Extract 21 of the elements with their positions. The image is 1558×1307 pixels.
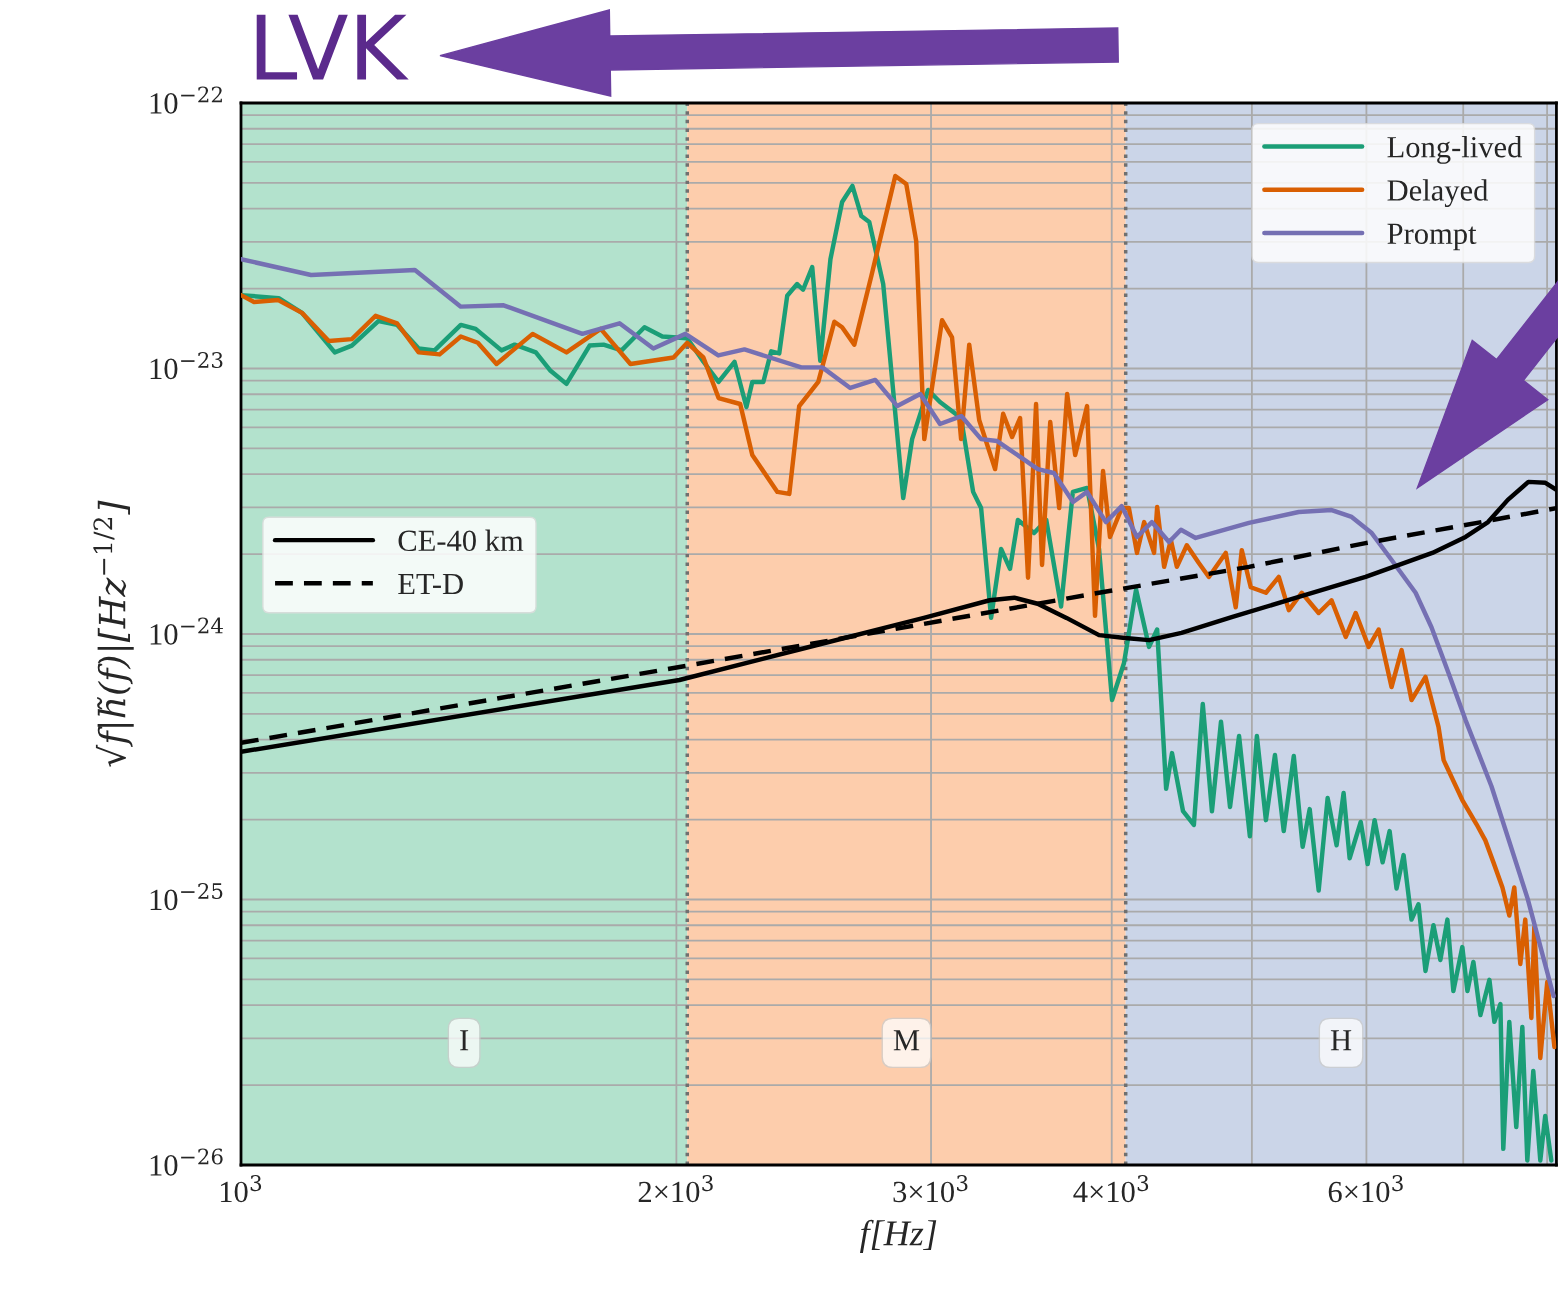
x-tick-label: 6×10$^{3}$ bbox=[1328, 1174, 1403, 1203]
y-tick-label: 10$^{−22}$ bbox=[150, 86, 222, 114]
legend-label: Delayed bbox=[1387, 179, 1489, 208]
y-axis-title: √f|h̃(f)|[Hz$^{−1/2}$] bbox=[93, 500, 134, 767]
legend-label: Prompt bbox=[1387, 223, 1477, 251]
x-tick-label: 4×10$^{3}$ bbox=[1073, 1174, 1149, 1203]
y-tick-label: 10$^{−25}$ bbox=[150, 882, 223, 911]
band-label: H bbox=[1330, 1030, 1352, 1051]
x-tick-label: 3×10$^{3}$ bbox=[893, 1174, 968, 1203]
x-tick-label: 2×10$^{3}$ bbox=[638, 1174, 713, 1203]
y-tick-label: 10$^{−24}$ bbox=[150, 617, 223, 645]
x-tick-label: 10$^{3}$ bbox=[220, 1174, 262, 1203]
band-label: M bbox=[893, 1030, 920, 1051]
text: LVK bbox=[256, 14, 409, 80]
y-tick-label: 10$^{−23}$ bbox=[150, 351, 223, 380]
legend-label: ET-D bbox=[398, 573, 463, 595]
y-tick-label: 10$^{−26}$ bbox=[150, 1148, 223, 1176]
legend-label: CE-40 km bbox=[398, 529, 524, 552]
band-label: I bbox=[460, 1030, 469, 1051]
x-axis-title: f[Hz] bbox=[859, 1219, 937, 1253]
legend-label: Long-lived bbox=[1387, 136, 1522, 164]
